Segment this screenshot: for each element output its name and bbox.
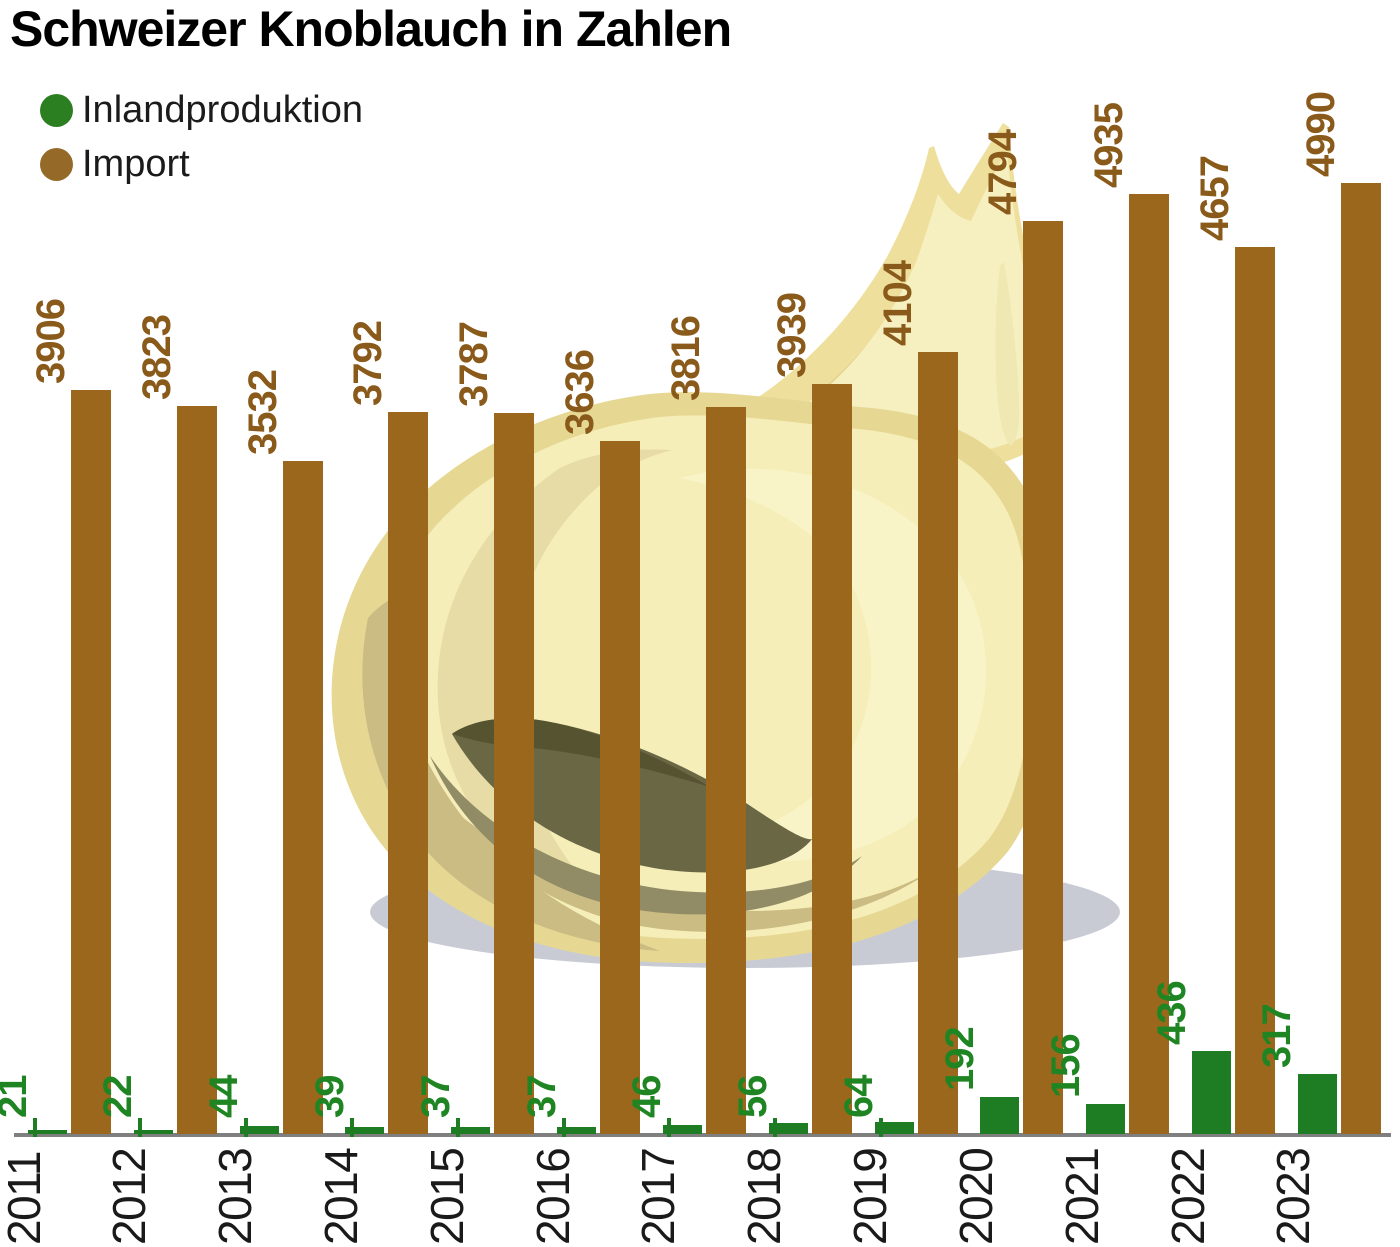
year-label: 2022 [1161, 1148, 1214, 1245]
import-value-label: 3792 [346, 320, 391, 406]
production-label-tick [138, 1118, 143, 1137]
import-value-label: 3532 [240, 370, 285, 456]
import-bar [1129, 193, 1170, 1134]
production-bar [662, 1125, 702, 1134]
legend-label-import: Import [82, 143, 190, 185]
import-value-label: 3816 [663, 316, 708, 402]
production-value-label: 37 [519, 1075, 564, 1119]
production-bar [557, 1126, 597, 1134]
production-value-label: 436 [1149, 981, 1194, 1045]
year-label: 2014 [314, 1148, 367, 1245]
production-value-label: 22 [96, 1075, 141, 1119]
production-value-label: 39 [307, 1075, 352, 1119]
import-bar [705, 407, 746, 1134]
import-value-label: 3939 [769, 292, 814, 378]
import-bar [176, 405, 217, 1134]
import-value-label: 3823 [134, 314, 179, 400]
import-bar [1023, 220, 1064, 1134]
production-value-label: 46 [625, 1075, 670, 1119]
production-label-tick [244, 1118, 249, 1137]
chart-title: Schweizer Knoblauch in Zahlen [10, 1, 732, 57]
year-label: 2019 [844, 1148, 897, 1245]
production-bar [1192, 1050, 1232, 1134]
import-bar [1340, 183, 1381, 1134]
production-value-label: 192 [937, 1027, 982, 1092]
import-value-label: 4657 [1193, 155, 1238, 241]
import-bar [917, 352, 958, 1134]
legend-label-inlandproduktion: Inlandproduktion [82, 89, 363, 131]
production-label-tick [561, 1118, 566, 1137]
garlic-bulb-highlight [680, 468, 986, 862]
garlic-stem-light [770, 150, 1041, 455]
production-bar [345, 1126, 385, 1134]
production-bar [239, 1125, 279, 1134]
year-label: 2011 [0, 1152, 50, 1245]
import-value-label: 3787 [452, 321, 497, 407]
import-bar [1235, 246, 1276, 1134]
garlic-stem-streak [995, 262, 1020, 446]
production-label-tick [455, 1118, 460, 1137]
garlic-clove-mid [430, 756, 862, 915]
year-label: 2017 [632, 1148, 685, 1245]
production-value-label: 21 [0, 1075, 35, 1119]
import-value-label: 3636 [558, 350, 603, 436]
production-bar [1086, 1104, 1126, 1134]
import-bar [388, 411, 429, 1134]
import-bar [811, 383, 852, 1134]
production-bar [28, 1129, 67, 1134]
import-value-label: 4935 [1087, 102, 1132, 188]
production-value-label: 64 [837, 1075, 882, 1119]
import-bar [494, 412, 535, 1134]
legend-item-import: Import [40, 137, 363, 191]
production-label-tick [349, 1118, 354, 1137]
production-bar [451, 1126, 491, 1134]
year-label: 2013 [209, 1148, 262, 1245]
production-value-label: 56 [731, 1075, 776, 1119]
production-label-tick [879, 1118, 884, 1137]
production-bar [874, 1121, 914, 1134]
legend-dot-inlandproduktion-icon [40, 93, 73, 127]
garlic-underside-bottom [440, 798, 935, 932]
production-bar [133, 1129, 173, 1134]
year-label: 2021 [1055, 1148, 1108, 1245]
production-bar [1297, 1073, 1337, 1134]
production-value-label: 317 [1255, 1003, 1300, 1068]
production-bar [980, 1097, 1020, 1134]
production-bar [768, 1123, 808, 1134]
import-value-label: 4990 [1298, 92, 1343, 178]
legend: Inlandproduktion Import [40, 83, 363, 191]
year-label: 2020 [949, 1148, 1002, 1245]
production-value-label: 37 [413, 1075, 458, 1119]
import-value-label: 3906 [29, 298, 73, 384]
import-bar [282, 461, 323, 1134]
year-label: 2018 [738, 1148, 791, 1245]
year-label: 2012 [103, 1148, 156, 1245]
import-value-label: 4794 [981, 129, 1026, 215]
year-label: 2023 [1267, 1148, 1320, 1245]
production-value-label: 44 [202, 1075, 247, 1119]
import-value-label: 4104 [875, 261, 920, 347]
import-bar [600, 441, 641, 1134]
production-label-tick [32, 1118, 37, 1137]
legend-dot-import-icon [40, 147, 73, 181]
production-label-tick [773, 1118, 778, 1137]
year-label: 2015 [420, 1148, 473, 1245]
legend-item-inlandproduktion: Inlandproduktion [40, 83, 363, 137]
import-bar [71, 389, 111, 1134]
year-label: 2016 [526, 1148, 579, 1245]
production-value-label: 156 [1043, 1034, 1088, 1099]
production-label-tick [667, 1118, 672, 1137]
x-axis [14, 1133, 1391, 1137]
